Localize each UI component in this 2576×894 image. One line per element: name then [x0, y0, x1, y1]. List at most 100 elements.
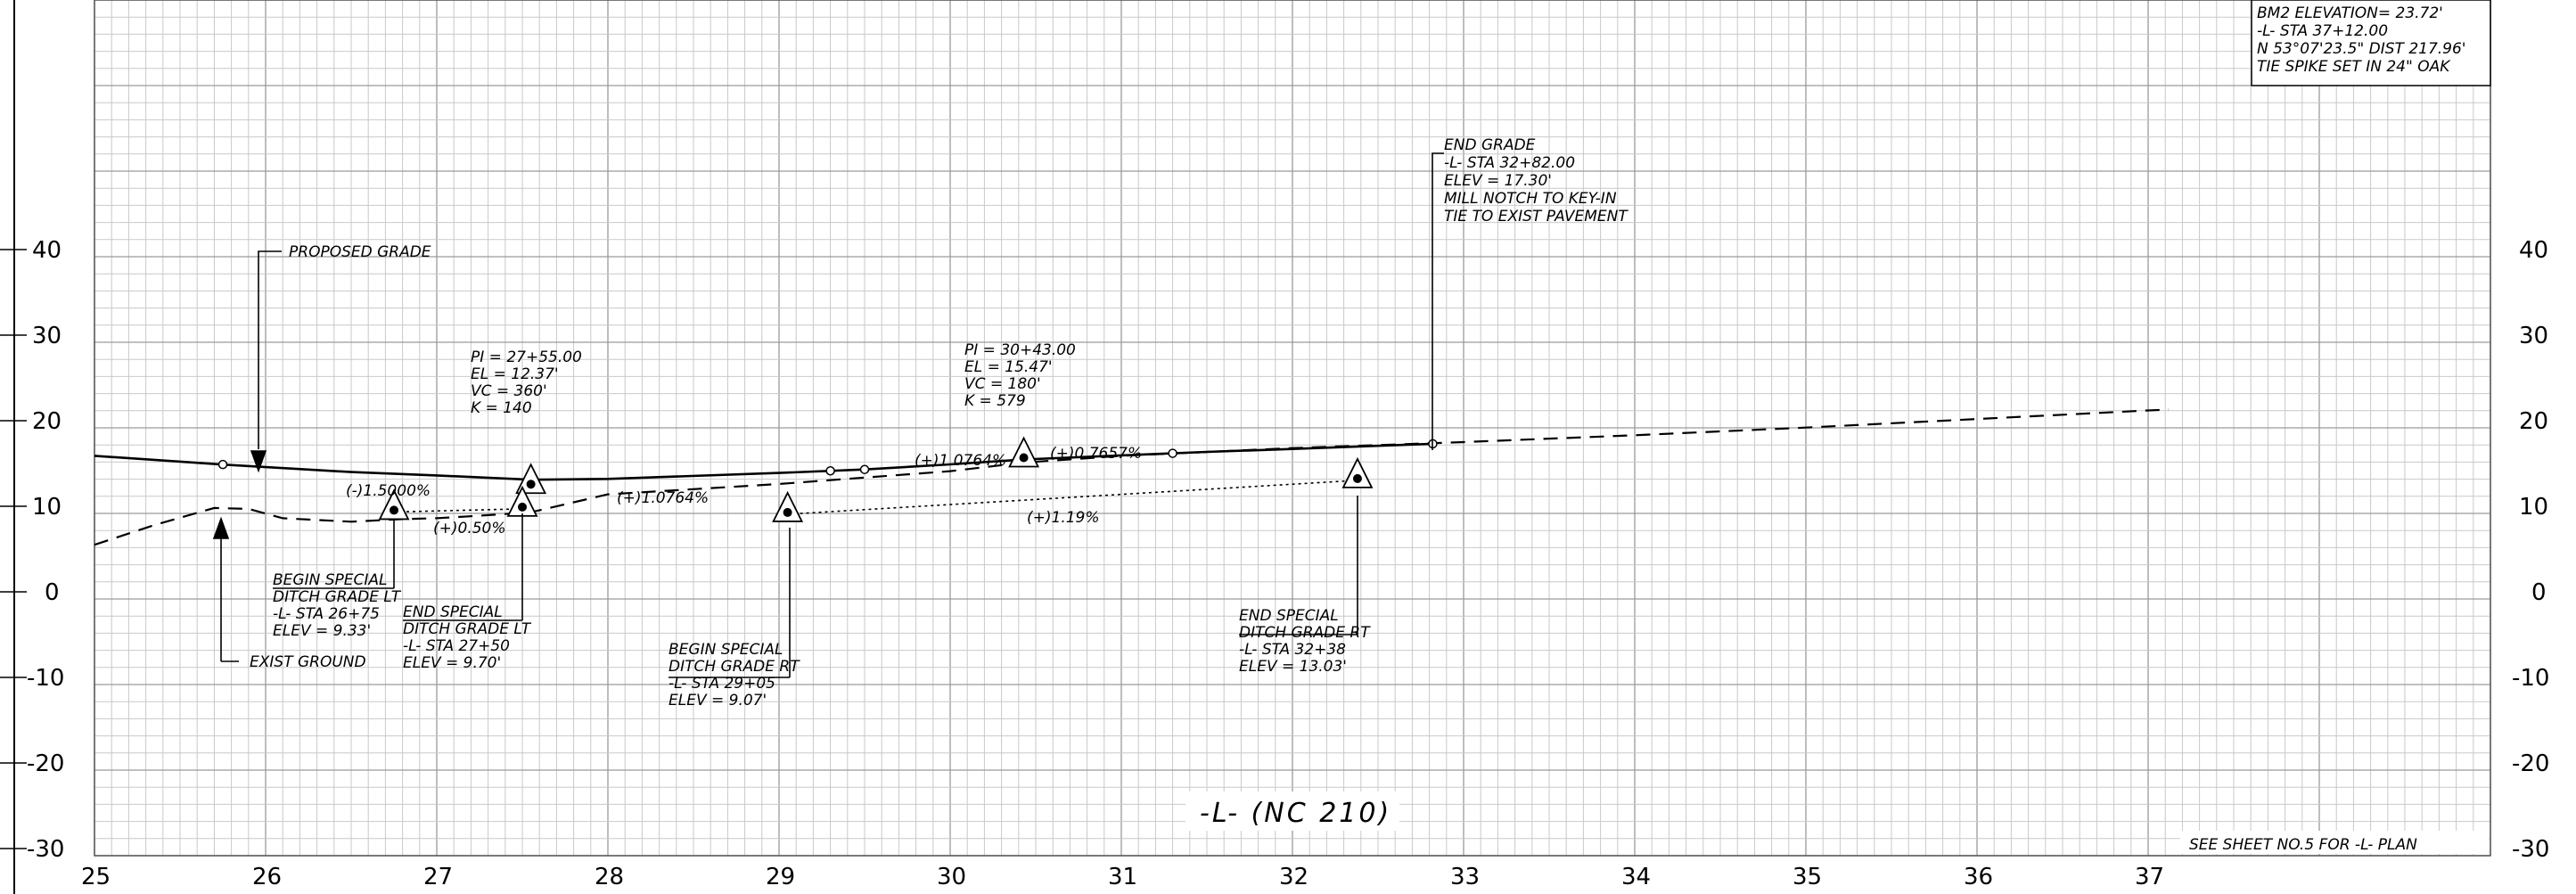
benchmark-line: TIE SPIKE SET IN 24" OAK [2257, 58, 2451, 76]
vertical-curve-note-2: PI = 30+43.00 EL = 15.47' VC = 180' K = … [964, 341, 1076, 410]
x-label: 30 [937, 864, 966, 890]
existing-ground-line [94, 408, 2170, 546]
y-label-left: 10 [32, 494, 62, 521]
grade-vertex-point [825, 466, 835, 476]
x-label: 36 [1964, 864, 1993, 890]
sheet-title: -L- (NC 210) [1200, 798, 1391, 829]
pvi-triangle-marker [515, 463, 547, 495]
pvi-dot [783, 507, 792, 517]
ditch-note-begin-lt: BEGIN SPECIAL DITCH GRADE LT -L- STA 26+… [273, 571, 402, 640]
ditch-line: BEGIN SPECIAL [669, 641, 783, 659]
leader-lines [212, 152, 1444, 678]
x-label: 27 [423, 864, 453, 890]
grade-label: (-)1.5000% [346, 482, 431, 500]
footer-backdrop [2180, 831, 2489, 854]
ditch-note-end-lt: END SPECIAL DITCH GRADE LT -L- STA 27+50… [403, 603, 532, 672]
exist-ground-leader [220, 522, 239, 662]
grid-frame [94, 0, 2491, 857]
left-margin [0, 0, 27, 894]
y-label-left: 30 [32, 323, 62, 349]
end-grade-line: MILL NOTCH TO KEY-IN [1444, 190, 1617, 208]
ditch-note-begin-rt: BEGIN SPECIAL DITCH GRADE RT -L- STA 29+… [669, 641, 800, 709]
end-grade-leader [1432, 152, 1444, 450]
grade-label: (+)1.0764% [617, 489, 709, 507]
x-label: 31 [1108, 864, 1137, 890]
x-label: 25 [81, 864, 111, 890]
grade-label: (+)1.0764% [915, 452, 1006, 470]
ditch-line: BEGIN SPECIAL [273, 571, 387, 589]
end-grade-line: END GRADE [1444, 136, 1536, 154]
grade-label: (+)0.50% [433, 520, 506, 537]
ditch-note-end-rt: END SPECIAL DITCH GRADE RT -L- STA 32+38… [1239, 607, 1371, 676]
pvi-dot [518, 502, 527, 512]
y-label-right: 20 [2519, 408, 2548, 435]
vc1-line: EL = 12.37' [471, 365, 559, 383]
vc1-line: K = 140 [471, 399, 532, 417]
proposed-grade-label: PROPOSED GRADE [289, 243, 431, 261]
ditch-line: ELEV = 13.03' [1239, 658, 1347, 676]
end-grade-note: END GRADE -L- STA 32+82.00 ELEV = 17.30'… [1444, 136, 1628, 226]
y-label-right: 40 [2519, 237, 2548, 264]
vc1-line: VC = 360' [471, 382, 547, 400]
pvi-triangle-marker [772, 490, 804, 522]
grade-vertex-point [1168, 448, 1177, 458]
ditch-line: -L- STA 26+75 [273, 605, 380, 623]
ditch-line: -L- STA 27+50 [403, 637, 510, 655]
pvi-dot [390, 505, 398, 515]
grade-label: (+)0.7657% [1050, 445, 1142, 463]
profile-grid [94, 0, 2491, 857]
ditch-line: ELEV = 9.07' [669, 692, 767, 709]
vc2-line: EL = 15.47' [964, 358, 1053, 376]
x-label: 26 [252, 864, 282, 890]
proposed-grade-arrow [250, 450, 267, 473]
pvi-dot [526, 480, 536, 489]
ditch-line: DITCH GRADE LT [273, 588, 402, 606]
x-label: 32 [1279, 864, 1309, 890]
benchmark-line: -L- STA 37+12.00 [2257, 22, 2388, 40]
footer-note: SEE SHEET NO.5 FOR -L- PLAN [2189, 836, 2417, 854]
vc2-line: K = 579 [964, 392, 1026, 410]
x-label: 37 [2135, 864, 2164, 890]
title-backdrop [1185, 791, 1399, 831]
grade-labels: (-)1.5000% (+)1.0764% (+)1.0764% (+)0.76… [346, 445, 1142, 537]
y-label-left: -10 [27, 665, 64, 692]
pvi-triangle-marker [1341, 456, 1374, 488]
grade-label: (+)1.19% [1027, 509, 1100, 527]
y-label-left: 0 [45, 579, 60, 606]
ditch-line: -L- STA 32+38 [1239, 641, 1346, 659]
y-label-left: -20 [27, 750, 64, 777]
benchmark-box: BM2 ELEVATION= 23.72' -L- STA 37+12.00 N… [2251, 0, 2491, 86]
exist-ground-arrow [212, 516, 230, 539]
y-label-right: -10 [2512, 665, 2549, 692]
grade-vertex-point [217, 459, 228, 470]
y-label-right: 30 [2519, 323, 2548, 349]
grade-vertex-point [859, 464, 870, 474]
ditch-line: ELEV = 9.70' [403, 654, 501, 672]
exist-ground-label: EXIST GROUND [250, 653, 366, 671]
y-label-left: 20 [32, 408, 62, 435]
benchmark-line: BM2 ELEVATION= 23.72' [2257, 4, 2443, 22]
ditch-line: DITCH GRADE RT [669, 658, 800, 676]
x-axis-labels: 25 26 27 28 29 30 31 32 33 34 35 36 37 [81, 864, 2164, 890]
pvi-triangle-marker [1008, 436, 1040, 468]
benchmark-line: N 53°07'23.5" DIST 217.96' [2257, 40, 2465, 58]
x-label: 28 [595, 864, 624, 890]
ditch-line: DITCH GRADE LT [403, 620, 532, 638]
vc2-line: PI = 30+43.00 [964, 341, 1076, 359]
proposed-grade-leader [258, 250, 282, 291]
y-label-right: -20 [2512, 750, 2549, 777]
end-grade-line: ELEV = 17.30' [1444, 172, 1552, 190]
left-margin-ticks [0, 249, 27, 849]
profile-lines [94, 408, 2170, 546]
x-label: 35 [1793, 864, 1822, 890]
ditch-line: ELEV = 9.33' [273, 622, 371, 640]
y-axis-labels-left: 40 30 20 10 0 -10 -20 -30 [27, 237, 64, 863]
ditch-grade-rt-line [787, 480, 1358, 515]
x-label: 34 [1621, 864, 1651, 890]
end-grade-line: TIE TO EXIST PAVEMENT [1444, 208, 1628, 226]
ditch-line: DITCH GRADE RT [1239, 624, 1371, 642]
pvi-dot [1019, 453, 1029, 463]
vc1-line: PI = 27+55.00 [471, 349, 582, 366]
